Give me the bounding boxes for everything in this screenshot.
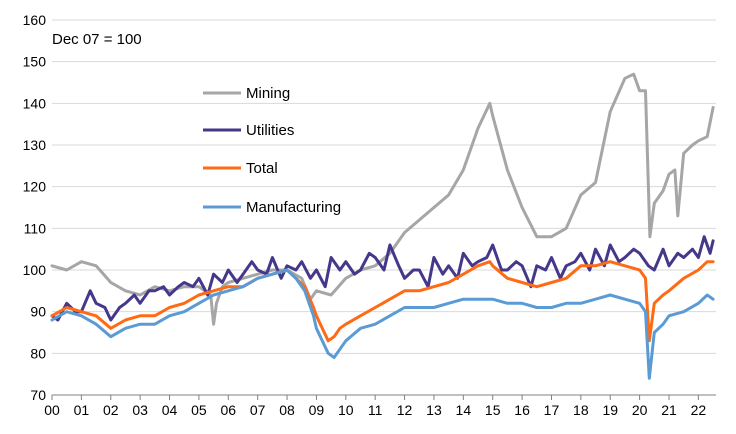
y-tick-label: 110: [24, 220, 47, 236]
axes: 70 80 90 100 110 120 130 140 150 160 00 01 02 03 04 05 0…: [23, 12, 716, 418]
y-tick-label: 90: [30, 304, 46, 320]
x-tick-label: 22: [691, 402, 707, 418]
x-tick-label: 04: [162, 402, 178, 418]
x-tick-label: 07: [250, 402, 266, 418]
x-tick-label: 11: [368, 402, 383, 418]
legend-label-mining: Mining: [246, 85, 290, 102]
x-tick-label: 20: [632, 402, 648, 418]
x-tick-label: 18: [573, 402, 589, 418]
x-tick-label: 01: [74, 402, 90, 418]
y-tick-label: 160: [23, 12, 47, 28]
x-tick-label: 12: [397, 402, 413, 418]
x-tick-label: 15: [485, 402, 501, 418]
x-tick-label: 14: [456, 402, 472, 418]
x-tick-label: 21: [661, 402, 677, 418]
y-tick-label: 80: [30, 345, 46, 361]
y-tick-label: 120: [23, 179, 47, 195]
x-tick-label: 17: [544, 402, 560, 418]
x-tick-label: 03: [132, 402, 148, 418]
y-tick-label: 150: [23, 54, 47, 70]
base-period-note: Dec 07 = 100: [52, 31, 142, 48]
legend-label-total: Total: [246, 160, 278, 177]
y-tick-label: 70: [30, 387, 46, 403]
legend-label-utilities: Utilities: [246, 122, 294, 139]
series-line-mining: [50, 72, 715, 326]
series-line-manufacturing: [50, 268, 715, 380]
x-tick-label: 00: [44, 402, 60, 418]
x-tick-label: 10: [338, 402, 354, 418]
y-tick-label: 130: [23, 137, 47, 153]
y-tick-label: 140: [23, 95, 47, 111]
x-tick-label: 13: [426, 402, 442, 418]
x-tick-label: 02: [103, 402, 119, 418]
x-tick-label: 19: [602, 402, 618, 418]
series-lines: [50, 72, 715, 380]
x-tick-label: 16: [514, 402, 530, 418]
x-tick-label: 05: [191, 402, 207, 418]
x-tick-label: 08: [279, 402, 295, 418]
series-line-utilities: [50, 235, 715, 322]
legend-label-manufacturing: Manufacturing: [246, 199, 341, 216]
legend: Mining Utilities Total Manufacturing: [203, 85, 341, 216]
x-tick-label: 06: [220, 402, 236, 418]
series-line-total: [50, 260, 715, 343]
x-tick-label: 09: [309, 402, 325, 418]
y-tick-label: 100: [23, 262, 47, 278]
